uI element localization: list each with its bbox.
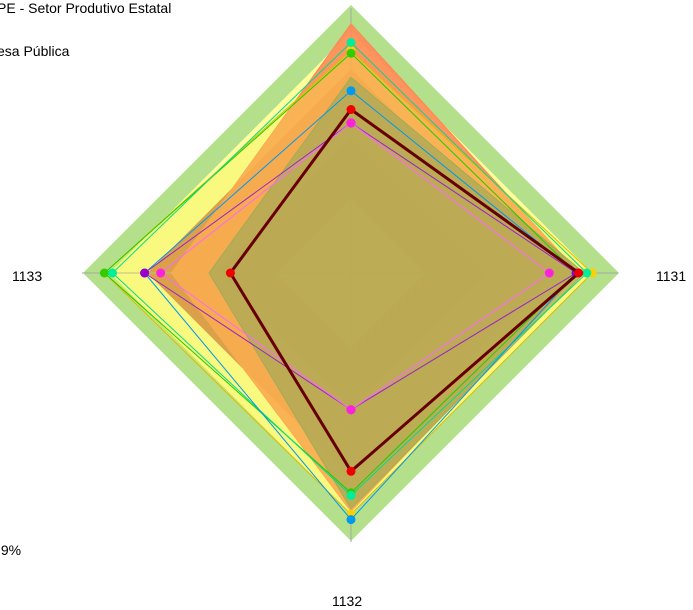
chart-footnote: ,9% — [0, 542, 21, 558]
series-5-point-1131 — [582, 268, 592, 278]
series-9-point-1132 — [346, 466, 356, 476]
series-6-point-1132 — [346, 515, 356, 525]
axis-label-1133: 1133 — [12, 268, 42, 284]
chart-title: PE - Setor Produtivo Estatal — [0, 0, 171, 16]
series-8-point-1132 — [346, 405, 356, 415]
series-2-line — [208, 76, 585, 510]
series-4-point-1134 — [346, 48, 356, 58]
series-8 — [156, 118, 554, 415]
series-6-point-1134 — [346, 86, 356, 96]
series-5-point-1133 — [108, 268, 117, 278]
series-2-area — [209, 77, 585, 509]
series-8-point-1131 — [544, 268, 554, 278]
series-7-point-1133 — [140, 268, 150, 278]
series-9-point-1133 — [225, 268, 235, 278]
axis-label-1131: 1131 — [656, 268, 686, 284]
series-9 — [225, 105, 584, 476]
series-5 — [108, 38, 592, 500]
series-8-point-1133 — [156, 268, 166, 278]
series-5-point-1134 — [346, 38, 356, 47]
axis-label-1132: 1132 — [332, 593, 362, 609]
series-2 — [208, 76, 585, 510]
series-9-point-1131 — [574, 268, 584, 278]
series-4-point-1133 — [99, 268, 109, 278]
chart-subtitle: esa Pública — [0, 43, 70, 59]
series-3-area — [104, 50, 593, 515]
series-8-point-1134 — [346, 118, 356, 128]
series-9-point-1134 — [346, 105, 356, 114]
series-5-point-1132 — [346, 490, 356, 500]
chart-series — [99, 23, 597, 525]
